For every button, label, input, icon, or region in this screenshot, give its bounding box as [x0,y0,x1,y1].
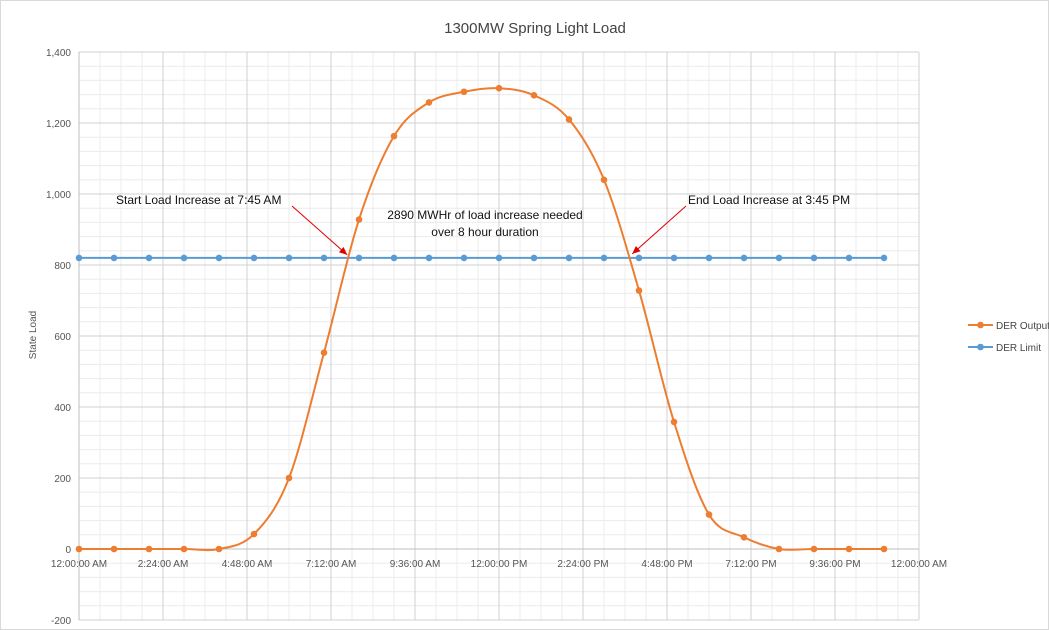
x-tick-label: 12:00:00 PM [471,559,528,570]
der-limit-point [285,254,293,262]
der-output-point [530,92,538,99]
der-output-point [75,545,83,553]
y-tick-label: 600 [54,332,71,343]
annotations: Start Load Increase at 7:45 AM 2890 MWHr… [116,193,850,256]
der-output-point [670,418,678,426]
legend-der-limit-marker [977,343,984,351]
x-tick-label: 9:36:00 AM [390,559,441,570]
arrow-end-head [632,245,641,254]
der-limit-point [530,254,538,262]
legend-der-output-label: DER Output [996,321,1049,332]
der-limit-point [810,254,818,262]
der-limit-point [740,254,748,262]
der-limit-point [110,254,118,262]
der-limit-point [320,254,328,262]
der-output-point [565,116,573,123]
der-limit-point [775,254,783,262]
der-limit-point [180,254,188,262]
x-tick-label: 12:00:00 AM [891,559,947,570]
der-limit-point [425,254,433,262]
der-limit-point [635,254,643,262]
der-limit-point [215,254,223,262]
der-output-point [880,545,888,553]
der-output-point [390,132,398,140]
der-output-point [845,545,853,553]
y-tick-label: 0 [65,545,71,556]
arrow-start-head [338,246,348,255]
der-limit-point [600,254,608,262]
der-output-point [425,99,433,106]
der-limit-point [390,254,398,262]
der-limit-point [670,254,678,262]
x-tick-label: 12:00:00 AM [51,559,107,570]
der-limit-point [880,254,888,262]
x-tick-label: 2:24:00 AM [138,559,189,570]
der-output-point [180,545,188,553]
der-limit-point [705,254,713,262]
der-output-point [250,530,258,538]
y-tick-label: 1,400 [46,48,71,59]
der-limit-point [145,254,153,262]
x-tick-label: 2:24:00 PM [557,559,608,570]
der-output-point [600,176,608,184]
y-axis-label: State Load [28,311,39,359]
legend-der-output-marker [977,321,984,329]
der-limit-point [75,254,83,262]
der-output-point [460,88,468,96]
der-output-line [79,87,884,552]
grid-lines [78,51,920,621]
x-tick-label: 4:48:00 PM [641,559,692,570]
x-tick-label: 7:12:00 AM [306,559,357,570]
annotation-start-load: Start Load Increase at 7:45 AM [116,193,281,207]
annotation-load-increase-line2: over 8 hour duration [431,225,538,239]
der-limit-point [495,254,503,262]
der-output-point [285,474,293,482]
der-limit-point [355,254,363,262]
der-output-point [215,545,223,553]
der-output-point [635,287,643,294]
series-layer [75,84,888,553]
y-tick-label: 1,200 [46,119,71,130]
der-output-point [355,216,363,223]
der-output-point [110,545,118,553]
der-limit-point [460,254,468,262]
legend-der-limit-label: DER Limit [996,343,1041,354]
der-output-point [495,84,503,92]
der-output-point [740,533,748,541]
y-tick-label: 400 [54,403,71,414]
der-limit-point [565,254,573,262]
annotation-load-increase-line1: 2890 MWHr of load increase needed [387,208,582,222]
legend: DER Output DER Limit [968,321,1049,354]
chart-title: 1300MW Spring Light Load [444,20,626,37]
der-output-point [775,545,783,553]
annotation-end-load: End Load Increase at 3:45 PM [688,193,850,207]
der-output-point [810,545,818,553]
arrow-end-line [631,205,687,255]
der-limit-point [845,254,853,262]
der-output-point [320,349,328,356]
x-tick-label: 9:36:00 PM [809,559,860,570]
der-limit-point [250,254,258,262]
y-tick-label: 200 [54,474,71,485]
x-tick-label: 7:12:00 PM [725,559,776,570]
x-tick-label: 4:48:00 AM [222,559,273,570]
y-tick-label: 800 [54,261,71,272]
der-output-point [145,545,153,553]
der-output-point [705,511,713,518]
y-tick-label: -200 [51,616,71,627]
arrow-start-line [291,205,348,256]
y-tick-label: 1,000 [46,190,71,201]
